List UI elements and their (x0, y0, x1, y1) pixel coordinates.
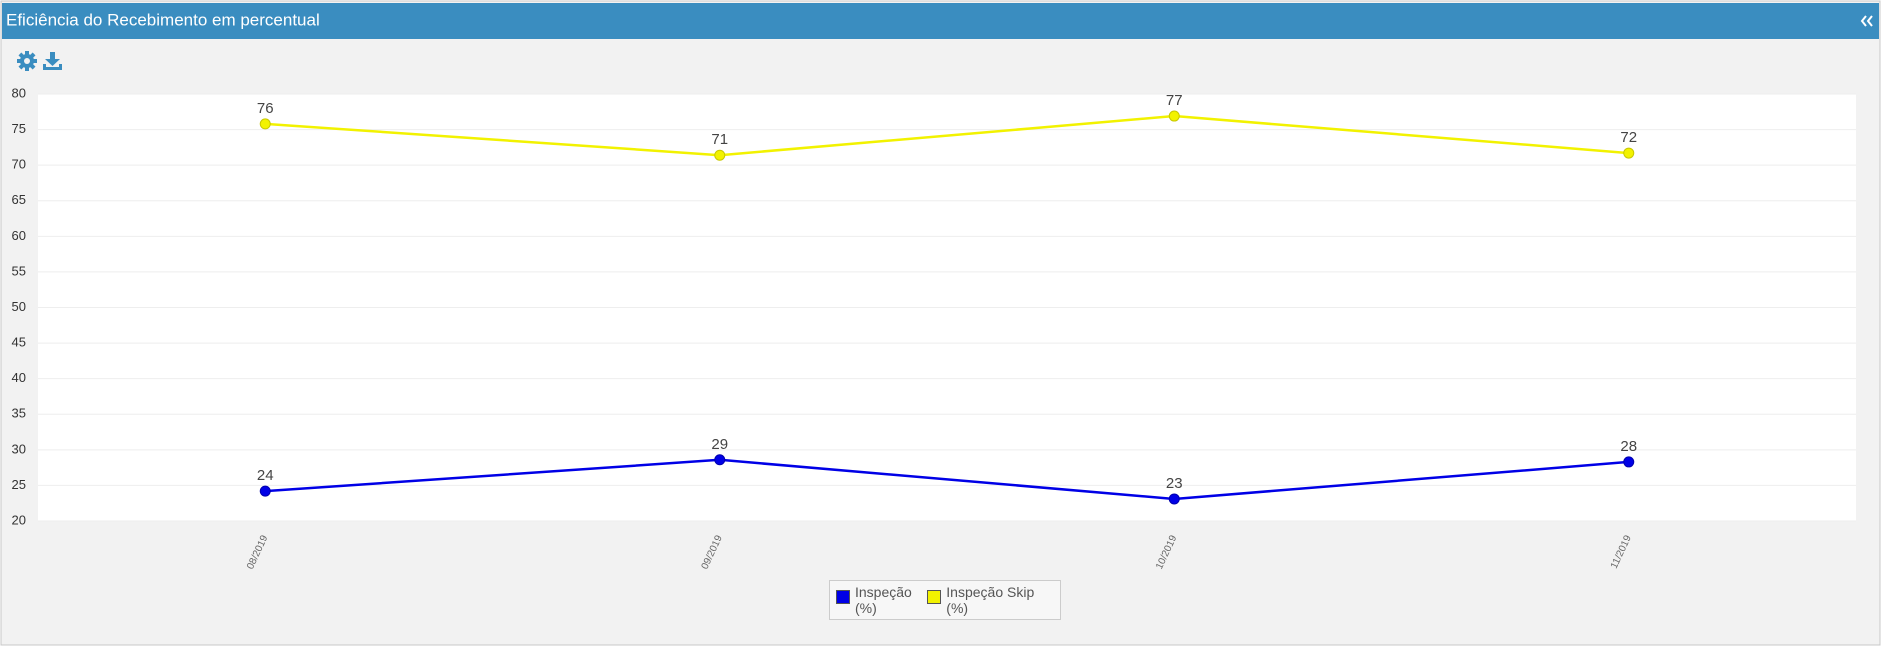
collapse-button[interactable] (1860, 15, 1873, 27)
data-label: 71 (711, 131, 728, 148)
series-line (265, 114, 1629, 157)
series-line (265, 458, 1629, 501)
y-tick-label: 75 (12, 121, 26, 136)
data-label: 77 (1166, 92, 1183, 109)
chart-title: Eficiência do Recebimento em percentual (6, 10, 320, 29)
download-icon[interactable] (43, 52, 62, 70)
data-point (1168, 110, 1180, 122)
y-tick-label: 50 (12, 299, 26, 314)
y-tick-label: 80 (12, 85, 26, 100)
y-tick-label: 45 (12, 335, 26, 350)
data-point (1623, 147, 1635, 159)
data-label: 76 (257, 100, 274, 117)
settings-icon[interactable] (17, 51, 37, 71)
data-point (714, 149, 726, 161)
data-point (714, 454, 726, 466)
y-tick-label: 70 (12, 157, 26, 172)
y-tick-label: 30 (12, 441, 26, 456)
legend-item[interactable]: Inspeção Skip (%) (927, 584, 1046, 616)
legend: Inspeção (%) Inspeção Skip (%) (829, 580, 1061, 620)
data-label: 29 (711, 436, 728, 453)
data-label: 72 (1620, 129, 1637, 146)
data-point (259, 485, 271, 497)
legend-label: Inspeção Skip (%) (946, 584, 1035, 616)
y-tick-label: 60 (12, 228, 26, 243)
data-label: 24 (257, 467, 274, 484)
data-label: 28 (1620, 438, 1637, 455)
y-tick-label: 20 (12, 512, 26, 527)
data-point (259, 118, 271, 130)
legend-swatch (836, 590, 850, 604)
legend-label: Inspeção (%) (855, 584, 912, 616)
y-tick-label: 55 (12, 263, 26, 278)
y-tick-label: 65 (12, 192, 26, 207)
y-tick-label: 25 (12, 477, 26, 492)
legend-item[interactable]: Inspeção (%) (836, 584, 913, 616)
data-label: 23 (1166, 475, 1183, 492)
header-bar (2, 3, 1879, 39)
y-tick-label: 35 (12, 406, 26, 421)
data-point (1623, 456, 1635, 468)
legend-swatch (927, 590, 942, 604)
y-tick-label: 40 (12, 370, 26, 385)
data-point (1168, 493, 1180, 505)
